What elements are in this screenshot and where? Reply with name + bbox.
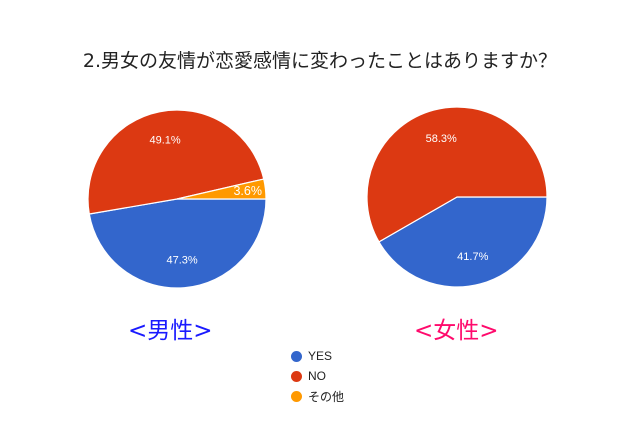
slice-label: 58.3%	[426, 133, 457, 145]
slice-label: 41.7%	[457, 251, 488, 263]
legend-label: YES	[308, 349, 333, 363]
legend-label: その他	[308, 389, 345, 404]
pie-slice-その他[interactable]	[176, 178, 267, 200]
pie-slice-YES[interactable]	[378, 196, 548, 288]
slice-label: 49.1%	[149, 135, 180, 147]
legend-dot-icon	[291, 370, 302, 382]
pie-slice-NO[interactable]	[87, 109, 265, 215]
legend: YES NO その他	[291, 346, 344, 406]
pie-slice-NO[interactable]	[366, 106, 548, 243]
pie-slice-YES[interactable]	[88, 198, 267, 289]
slice-label: 47.3%	[167, 254, 198, 266]
chart-title: 2.男女の友情が恋愛感情に変わったことはありますか？	[82, 50, 558, 72]
pie-chart-male: 47.3% 49.1% 3.6%	[87, 109, 267, 289]
legend-dot-icon	[291, 390, 302, 402]
legend-label: NO	[308, 369, 326, 383]
legend-item-no: NO	[291, 366, 344, 386]
slice-label: 3.6%	[233, 184, 262, 198]
legend-item-other: その他	[291, 386, 344, 406]
group-label-male: <男性>	[128, 318, 213, 344]
legend-item-yes: YES	[291, 346, 344, 366]
pie-chart-female: 41.7% 58.3%	[366, 106, 548, 288]
legend-dot-icon	[291, 350, 302, 362]
group-label-female: <女性>	[414, 318, 499, 344]
